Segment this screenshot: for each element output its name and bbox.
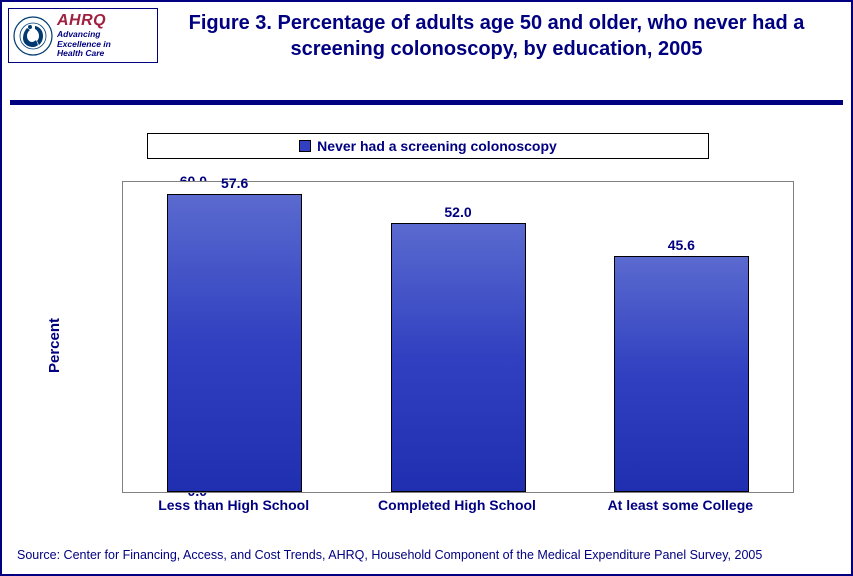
chart-area: Never had a screening colonoscopy Percen… xyxy=(47,127,807,532)
ahrq-tagline-3: Health Care xyxy=(57,49,111,58)
legend: Never had a screening colonoscopy xyxy=(147,133,709,159)
y-axis-title: Percent xyxy=(46,318,63,373)
bar: 52.0 xyxy=(391,223,526,492)
plot-area: 57.6 52.0 45.6 xyxy=(122,181,794,493)
bar: 45.6 xyxy=(614,256,749,492)
header-rule xyxy=(10,100,843,105)
x-tick-label: Completed High School xyxy=(345,497,568,513)
source-note: Source: Center for Financing, Access, an… xyxy=(17,548,841,562)
header-area: AHRQ Advancing Excellence in Health Care… xyxy=(2,2,851,102)
ahrq-tagline-2: Excellence in xyxy=(57,40,111,49)
figure-title: Figure 3. Percentage of adults age 50 an… xyxy=(182,10,811,62)
hhs-seal-icon xyxy=(13,16,53,56)
legend-swatch xyxy=(299,140,311,152)
legend-label: Never had a screening colonoscopy xyxy=(317,138,557,154)
bar-value-label: 52.0 xyxy=(392,204,525,220)
agency-logo: AHRQ Advancing Excellence in Health Care xyxy=(8,8,158,63)
ahrq-name: AHRQ xyxy=(57,13,111,29)
ahrq-tagline-1: Advancing xyxy=(57,30,111,39)
bar: 57.6 xyxy=(167,194,302,492)
bar-value-label: 45.6 xyxy=(615,237,748,253)
x-tick-label: At least some College xyxy=(569,497,792,513)
bar-value-label: 57.6 xyxy=(168,175,301,191)
figure-container: AHRQ Advancing Excellence in Health Care… xyxy=(0,0,853,576)
x-tick-label: Less than High School xyxy=(122,497,345,513)
ahrq-text-block: AHRQ Advancing Excellence in Health Care xyxy=(57,13,111,58)
